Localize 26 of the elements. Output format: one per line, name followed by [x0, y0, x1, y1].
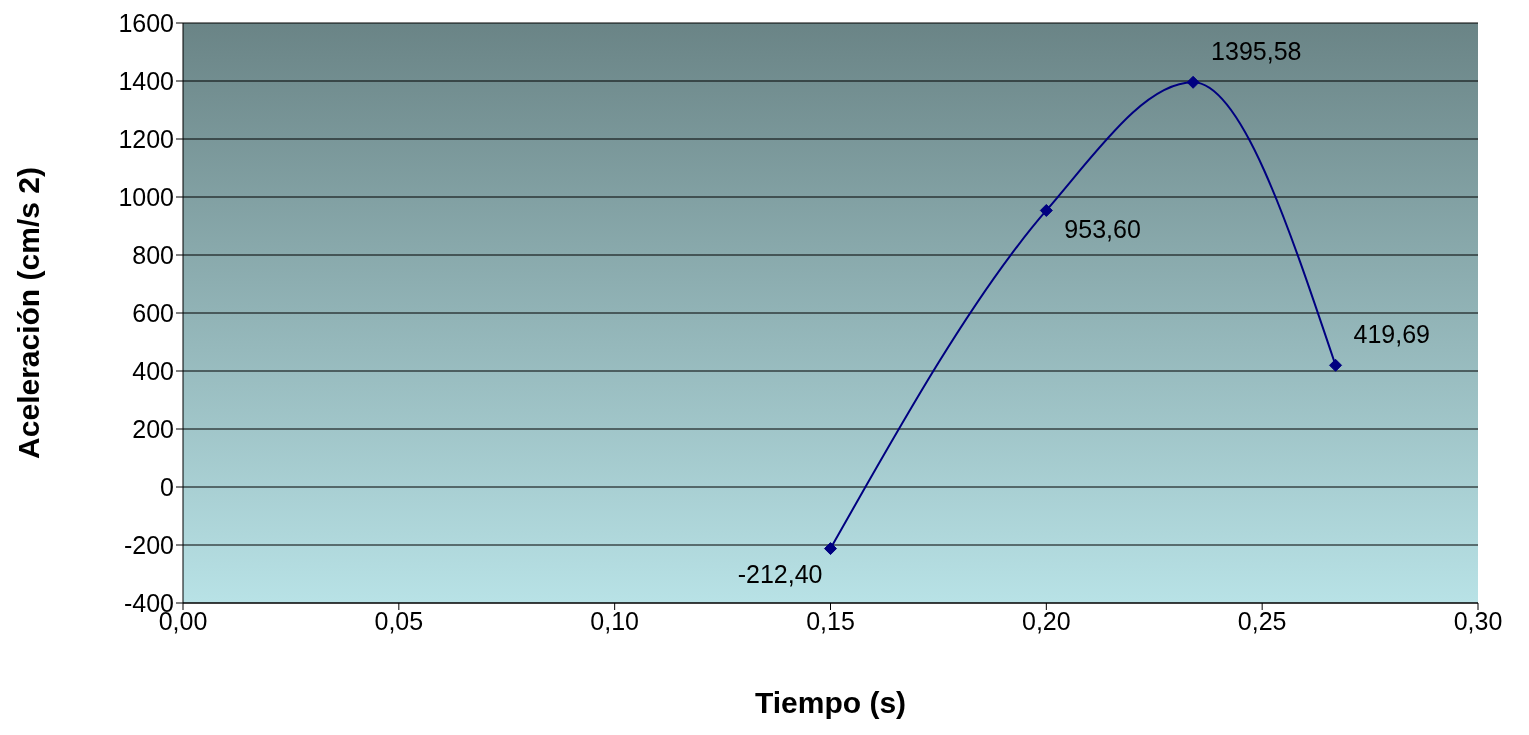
- x-axis-title: Tiempo (s): [754, 686, 907, 719]
- point: [824, 542, 837, 556]
- x-tick-label: 0,20: [1022, 606, 1071, 635]
- data-label: -212,40: [737, 559, 823, 588]
- y-tick-label: 800: [132, 240, 174, 269]
- point: [1329, 358, 1343, 372]
- point: [1039, 203, 1053, 217]
- y-tick-label: 600: [132, 298, 174, 327]
- y-tick-label: 1200: [118, 124, 174, 153]
- y-tick-label: 200: [132, 414, 174, 443]
- data-label: 419,69: [1353, 320, 1431, 349]
- point: [1186, 75, 1200, 89]
- x-tick-label: 0,05: [374, 606, 424, 635]
- data-label: 1395,58: [1211, 37, 1302, 66]
- y-tick-label: 1600: [118, 8, 174, 37]
- y-tick-label: 0: [160, 472, 174, 501]
- x-tick-label: 0,30: [1453, 606, 1503, 635]
- x-tick-label: 0,15: [806, 606, 855, 635]
- y-tick-label: 400: [132, 356, 174, 385]
- x-tick-label: 0,10: [590, 606, 639, 635]
- y-axis-title: Aceleración (cm/s 2): [11, 167, 45, 459]
- y-tick-label: 1400: [118, 66, 174, 95]
- y-tick-label: 1000: [118, 182, 174, 211]
- y-tick-label: -200: [123, 530, 174, 559]
- data-label: 953,60: [1064, 215, 1141, 244]
- x-tick-label: 0,25: [1237, 606, 1287, 635]
